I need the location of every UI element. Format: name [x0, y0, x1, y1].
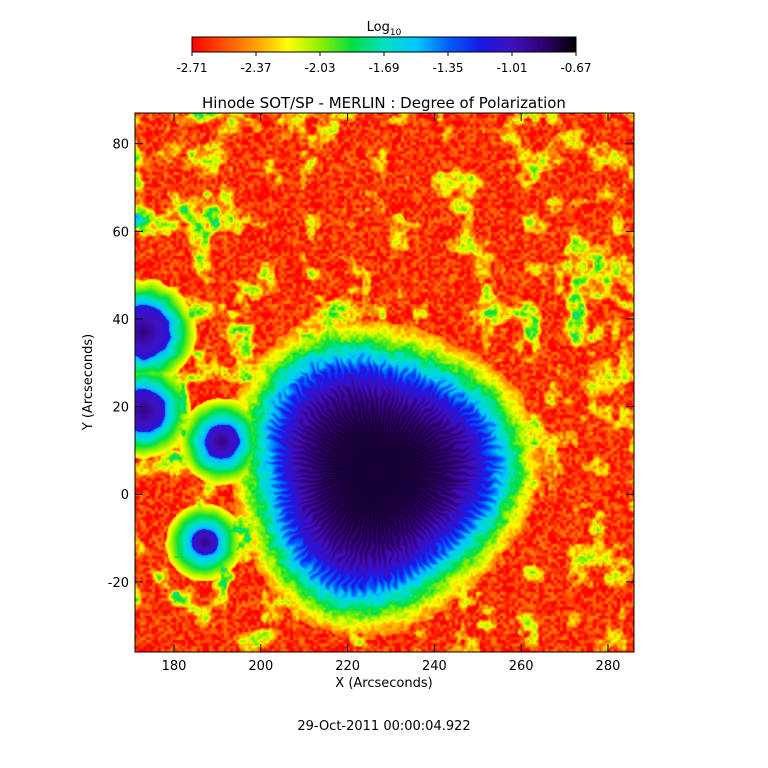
colorbar-tick-label: -1.69 [368, 61, 399, 75]
y-axis-label: Y (Arcseconds) [81, 334, 96, 431]
x-tick-label: 240 [422, 659, 447, 674]
x-tick-label: 180 [162, 659, 187, 674]
y-tick-label: 0 [121, 488, 129, 503]
colorbar-tick-label: -0.67 [560, 61, 591, 75]
observation-timestamp: 29-Oct-2011 00:00:04.922 [297, 719, 470, 734]
heatmap-area [135, 113, 634, 652]
colorbar-tick-label: -1.35 [432, 61, 463, 75]
y-tick-label: 40 [112, 313, 129, 328]
y-tick-label: 60 [112, 225, 129, 240]
y-axis-ticks: -20 0 20 40 60 80 [108, 138, 634, 591]
colorbar-tick-label: -2.37 [240, 61, 271, 75]
colorbar [191, 36, 577, 53]
colorbar-tick-label: -2.71 [176, 61, 207, 75]
colorbar-tick-label: -2.03 [304, 61, 335, 75]
plot-frame [134, 112, 635, 653]
x-tick-label: 260 [509, 659, 534, 674]
y-tick-label: -20 [108, 576, 129, 591]
colorbar-ticks: -2.71 -2.37 -2.03 -1.69 -1.35 -1.01 -0.67 [176, 52, 592, 75]
y-tick-label: 80 [112, 138, 129, 153]
x-tick-label: 280 [596, 659, 621, 674]
chart-title: Hinode SOT/SP - MERLIN : Degree of Polar… [202, 94, 566, 112]
x-tick-label: 200 [248, 659, 273, 674]
y-tick-label: 20 [112, 401, 129, 416]
x-axis-ticks: 180 200 220 240 260 280 [162, 113, 621, 674]
polarization-heatmap [135, 113, 634, 652]
x-tick-label: 220 [335, 659, 360, 674]
colorbar-label-subscript: 10 [390, 28, 402, 38]
colorbar-tick-label: -1.01 [496, 61, 527, 75]
x-axis-label: X (Arcseconds) [335, 676, 432, 691]
colorbar-label: Log10 [367, 20, 402, 38]
